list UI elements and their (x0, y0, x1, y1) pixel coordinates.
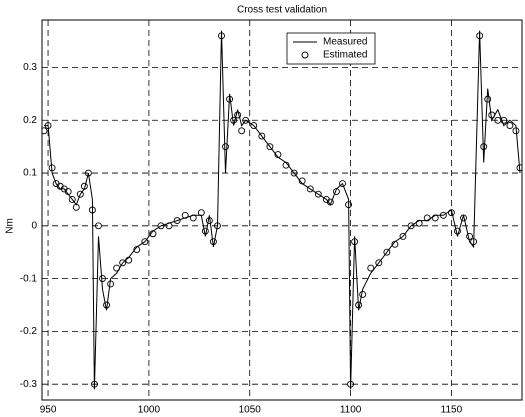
legend-marker (301, 51, 309, 59)
estimated-point (218, 32, 225, 40)
estimated-point (447, 209, 455, 217)
estimated-point (345, 201, 353, 209)
estimated-point (506, 122, 514, 130)
estimated-point (351, 238, 359, 246)
estimated-point (242, 116, 250, 124)
estimated-point (431, 214, 439, 222)
estimated-point (423, 214, 431, 222)
estimated-point (125, 256, 133, 264)
estimated-point (214, 222, 221, 230)
estimated-point (107, 280, 115, 288)
x-tick-label: 1100 (340, 405, 362, 416)
estimated-point (222, 143, 229, 151)
estimated-point (42, 127, 48, 135)
legend-label: Estimated (323, 50, 367, 61)
x-tick-label: 950 (40, 405, 57, 416)
y-tick-label: 0.3 (23, 62, 37, 73)
estimated-point (103, 301, 110, 309)
estimated-point (157, 222, 165, 230)
estimated-point (173, 217, 181, 225)
estimated-point (133, 246, 141, 254)
legend-label: Measured (323, 37, 367, 48)
estimated-point (72, 203, 80, 211)
estimated-point (391, 240, 399, 248)
estimated-point (141, 238, 149, 246)
estimated-point (347, 380, 355, 388)
y-tick-label: -0.1 (20, 273, 38, 284)
x-tick-label: 1150 (441, 405, 463, 416)
estimated-point (415, 219, 423, 227)
estimated-point (355, 301, 363, 309)
estimated-point (470, 238, 478, 246)
estimated-point (84, 169, 92, 177)
estimated-point (90, 380, 98, 388)
y-tick-label: 0 (31, 220, 37, 231)
estimated-point (480, 143, 488, 151)
legend-box (286, 32, 376, 65)
estimated-point (80, 182, 88, 190)
y-tick-label: 0.1 (23, 168, 37, 179)
estimated-point (383, 248, 391, 256)
estimated-point (234, 111, 242, 119)
estimated-point (282, 161, 290, 169)
estimated-point (250, 122, 258, 130)
estimated-point (484, 95, 492, 103)
plot-area (41, 19, 523, 401)
estimated-point (290, 169, 298, 177)
estimated-point (439, 211, 447, 219)
estimated-point (64, 188, 72, 195)
estimated-point (76, 190, 84, 198)
estimated-point (68, 195, 76, 203)
y-axis-label: Nm (5, 218, 16, 234)
estimated-point (500, 116, 508, 124)
estimated-point (375, 259, 383, 267)
estimated-point (209, 238, 217, 246)
estimated-point (48, 164, 56, 172)
estimated-point (274, 151, 282, 159)
estimated-point (339, 180, 346, 188)
estimated-point (314, 190, 322, 198)
estimated-point (99, 275, 106, 283)
y-tick-label: -0.2 (20, 326, 38, 337)
estimated-point (95, 222, 102, 230)
estimated-point (230, 116, 238, 124)
estimated-point (466, 232, 474, 240)
estimated-point (516, 164, 522, 172)
estimated-point (306, 185, 314, 193)
estimated-point (181, 211, 189, 219)
estimated-point (113, 264, 121, 272)
estimated-point (333, 188, 340, 195)
estimated-point (326, 198, 334, 206)
estimated-point (149, 230, 157, 238)
estimated-point (226, 95, 234, 103)
estimated-point (476, 32, 484, 40)
estimated-point (165, 222, 173, 230)
estimated-point (407, 222, 415, 230)
estimated-point (512, 127, 520, 135)
estimated-point (359, 290, 367, 298)
estimated-point (119, 259, 127, 267)
chart-title: Cross test validation (237, 5, 327, 16)
estimated-point (266, 143, 274, 151)
y-tick-label: 0.2 (23, 115, 37, 126)
estimated-point (201, 227, 209, 235)
estimated-point (189, 214, 197, 222)
estimated-point (258, 132, 266, 140)
estimated-point (367, 264, 375, 272)
estimated-point (298, 177, 306, 185)
estimated-point (44, 122, 52, 130)
estimated-point (88, 206, 96, 214)
x-tick-label: 1000 (138, 405, 161, 416)
y-tick-label: -0.3 (20, 379, 38, 390)
estimated-point (399, 232, 407, 240)
estimated-point (205, 217, 213, 225)
estimated-point (488, 111, 496, 119)
estimated-point (460, 214, 467, 222)
x-tick-label: 1050 (239, 405, 262, 416)
estimated-point (197, 209, 205, 217)
estimated-point (454, 227, 461, 235)
estimated-point (238, 127, 246, 135)
